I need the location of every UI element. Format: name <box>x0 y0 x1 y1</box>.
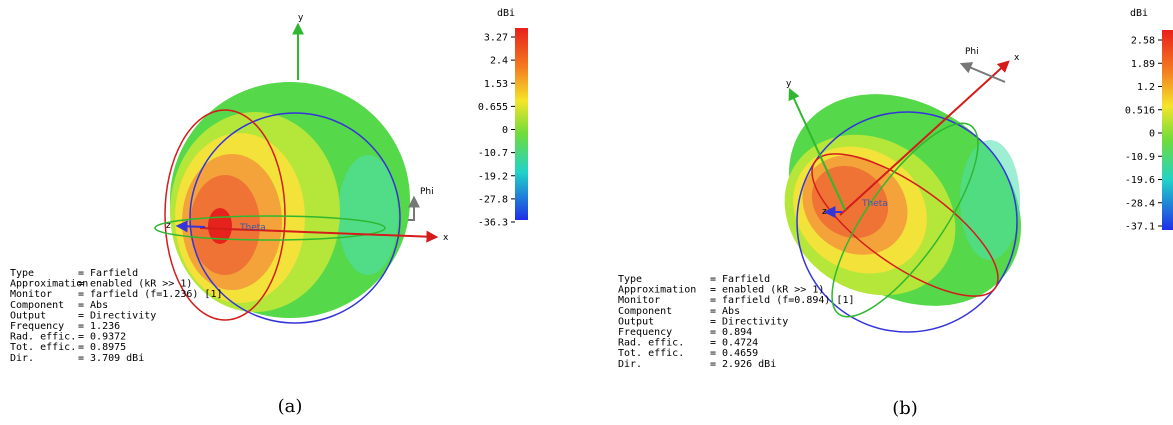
colorbar-label: 2.4 <box>490 56 508 67</box>
info-key: Component <box>10 300 64 311</box>
info-key: Output <box>618 316 654 327</box>
info-value: = farfield (f=0.894) [1] <box>710 295 855 306</box>
info-key: Monitor <box>618 295 660 306</box>
axis-label: Theta <box>861 199 888 209</box>
info-key: Output <box>10 310 46 321</box>
info-key: Dir. <box>618 359 642 370</box>
sphere-b <box>784 60 1021 333</box>
axis-label: y <box>786 79 792 89</box>
info-value: = Farfield <box>710 274 770 285</box>
colorbar-label: 0.655 <box>478 102 508 113</box>
info-key: Rad. effic. <box>10 332 76 343</box>
info-value: = 0.4724 <box>710 338 758 349</box>
info-value: = 0.894 <box>710 327 752 338</box>
info-value: = 0.9372 <box>78 332 126 343</box>
info-value: = Abs <box>710 306 740 317</box>
info-value: = Directivity <box>710 316 788 327</box>
info-key: Approximation <box>618 285 696 296</box>
colorbar <box>515 28 528 220</box>
colorbar-label: -37.1 <box>1125 222 1155 233</box>
sphere-a <box>154 22 439 324</box>
info-value: = Directivity <box>78 310 156 321</box>
caption: (b) <box>892 398 918 419</box>
info-value: = enabled (kR >> 1) <box>710 285 824 296</box>
colorbar-label: 3.27 <box>484 33 508 44</box>
colorbar-label: 0 <box>502 125 508 136</box>
colorbar-label: -10.7 <box>478 148 508 159</box>
info-value: = enabled (kR >> 1) <box>78 279 192 290</box>
info-value: = farfield (f=1.236) [1] <box>78 289 223 300</box>
info-key: Frequency <box>10 321 64 332</box>
info-value: = 0.4659 <box>710 348 758 359</box>
colorbar-label: -10.9 <box>1125 152 1155 163</box>
colorbar-unit: dBi <box>497 8 515 19</box>
colorbar-label: 1.2 <box>1137 82 1155 93</box>
info-key: Component <box>618 306 672 317</box>
axis-label: z <box>166 221 171 231</box>
info-key: Rad. effic. <box>618 338 684 349</box>
info-key: Type <box>10 268 34 279</box>
colorbar-label: -36.3 <box>478 218 508 229</box>
info-key: Frequency <box>618 327 672 338</box>
info-value: = 2.926 dBi <box>710 359 776 370</box>
axis-label: x <box>1014 53 1020 63</box>
colorbar-label: -28.4 <box>1125 198 1155 209</box>
axis-label: Theta <box>239 223 266 233</box>
colorbar-label: -19.2 <box>478 171 508 182</box>
info-key: Tot. effic. <box>618 348 684 359</box>
colorbar <box>1162 30 1173 230</box>
info-value: = 1.236 <box>78 321 120 332</box>
info-key: Tot. effic. <box>10 342 76 353</box>
axis-label: y <box>298 13 304 23</box>
info-key: Type <box>618 274 642 285</box>
axis-label: z <box>822 207 827 217</box>
info-value: = Abs <box>78 300 108 311</box>
info-key: Dir. <box>10 353 34 364</box>
axis-label: x <box>443 233 449 243</box>
colorbar-label: 1.89 <box>1131 59 1155 70</box>
colorbar-label: 2.58 <box>1131 36 1155 47</box>
info-value: = 3.709 dBi <box>78 353 144 364</box>
axis-label: Phi <box>965 47 979 57</box>
colorbar-label: 0.516 <box>1125 105 1155 116</box>
info-value: = 0.8975 <box>78 342 126 353</box>
colorbar-unit: dBi <box>1130 8 1148 19</box>
axis-label: Phi <box>420 187 434 197</box>
colorbar-label: 1.53 <box>484 79 508 90</box>
info-key: Approximation <box>10 279 88 290</box>
info-key: Monitor <box>10 289 52 300</box>
info-value: = Farfield <box>78 268 138 279</box>
colorbar-label: -27.8 <box>478 194 508 205</box>
colorbar-label: 0 <box>1149 129 1155 140</box>
caption: (a) <box>278 396 303 417</box>
colorbar-label: -19.6 <box>1125 175 1155 186</box>
